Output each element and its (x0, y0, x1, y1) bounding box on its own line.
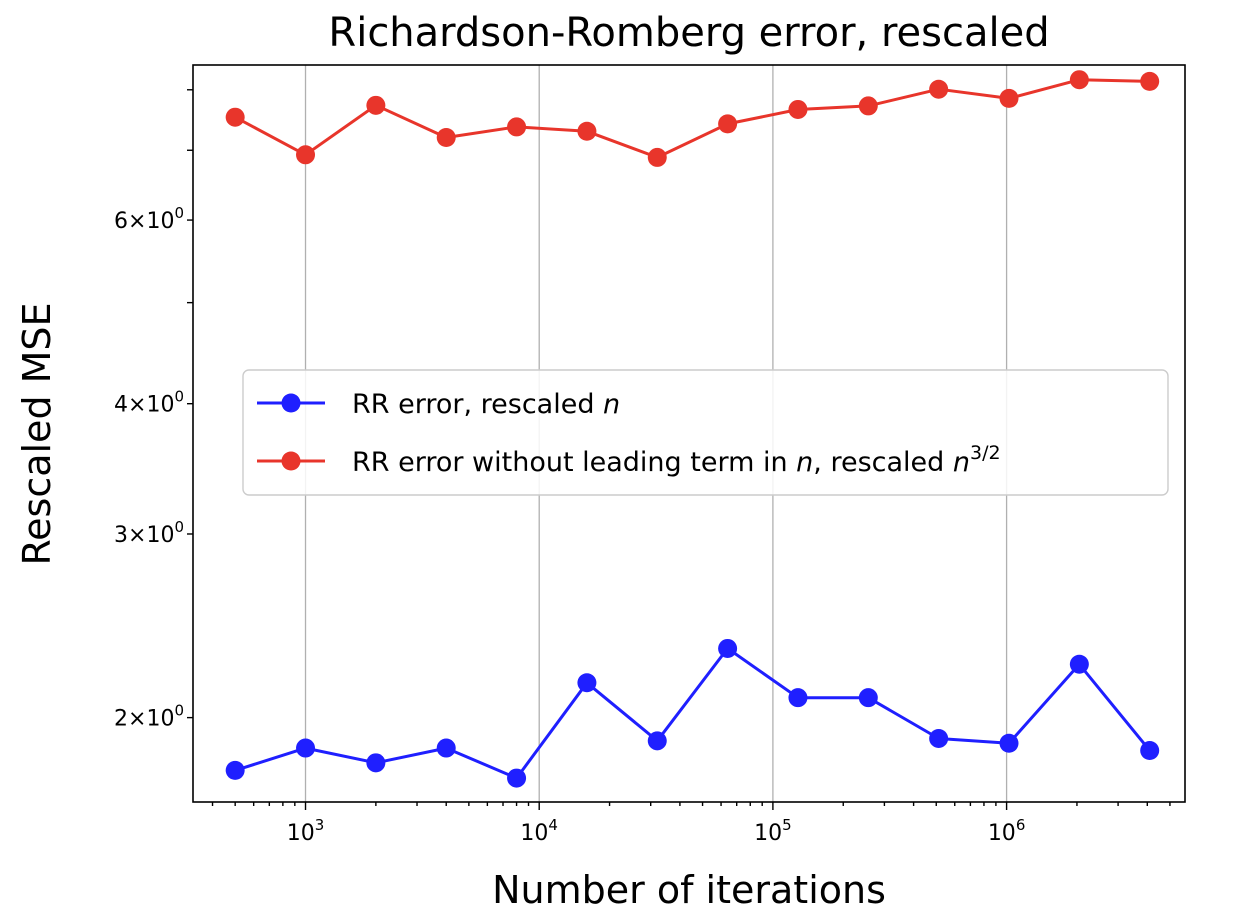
legend-label: RR error, rescaled n (352, 389, 620, 420)
x-tick-exponent: 6 (1016, 816, 1026, 834)
x-tick-label: 104 (520, 816, 558, 846)
data-point (929, 728, 949, 748)
legend-text: RR error, rescaled (352, 389, 603, 420)
legend: RR error, rescaled nRR error without lea… (242, 369, 1169, 496)
series-line (234, 646, 1151, 780)
x-tick-base: 10 (988, 821, 1016, 846)
data-point (788, 688, 808, 708)
y-tick-base: 4×10 (114, 393, 174, 418)
data-point (788, 99, 808, 119)
data-point (718, 114, 738, 134)
data-point (296, 738, 316, 758)
series-1 (225, 638, 1160, 788)
data-point (999, 733, 1019, 753)
legend-exponent: 3/2 (970, 442, 1001, 464)
x-tick-base: 10 (520, 821, 548, 846)
data-point (507, 768, 527, 788)
data-point (366, 753, 386, 773)
data-point (577, 121, 597, 141)
y-tick-label: 2×100 (114, 702, 184, 732)
x-tick-base: 10 (287, 821, 315, 846)
data-point (1140, 740, 1160, 760)
y-tick-exponent: 0 (174, 388, 184, 406)
y-tick-base: 3×10 (114, 523, 174, 548)
legend-variable: n (953, 447, 970, 478)
legend-marker (281, 393, 301, 413)
x-tick-exponent: 4 (548, 816, 558, 834)
x-tick-exponent: 5 (782, 816, 792, 834)
plot-frame (192, 64, 1186, 803)
y-tick-label: 4×100 (114, 388, 184, 418)
x-tick-label: 106 (988, 816, 1026, 846)
x-tick-exponent: 3 (315, 816, 325, 834)
data-point (436, 738, 456, 758)
legend-variable: n (796, 447, 813, 478)
x-tick-base: 10 (754, 821, 782, 846)
data-point (858, 688, 878, 708)
y-tick-label: 3×100 (114, 518, 184, 548)
data-point (296, 145, 316, 165)
x-axis-label: Number of iterations (492, 868, 886, 912)
data-point (718, 638, 738, 658)
legend-marker (281, 451, 301, 471)
x-tick-label: 103 (287, 816, 325, 846)
x-tick-label: 105 (754, 816, 792, 846)
legend-label: RR error without leading term in n, resc… (352, 442, 1001, 478)
y-tick-exponent: 0 (174, 204, 184, 222)
data-point (577, 673, 597, 693)
y-tick-base: 2×10 (114, 707, 174, 732)
y-tick-base: 6×10 (114, 209, 174, 234)
series-layer (225, 70, 1160, 788)
series-2 (225, 70, 1160, 167)
y-axis-label: Rescaled MSE (15, 302, 59, 565)
legend-item: RR error, rescaled n (257, 389, 620, 420)
chart-title: Richardson-Romberg error, rescaled (328, 10, 1049, 56)
y-tick-label: 6×100 (114, 204, 184, 234)
legend-box (242, 369, 1169, 496)
data-point (929, 79, 949, 99)
data-point (1140, 71, 1160, 91)
data-point (999, 88, 1019, 108)
data-point (507, 117, 527, 137)
data-point (225, 107, 245, 127)
legend-item: RR error without leading term in n, resc… (257, 442, 1001, 478)
data-point (436, 128, 456, 148)
legend-variable: n (603, 389, 620, 420)
data-point (1069, 70, 1089, 90)
data-point (858, 96, 878, 116)
legend-text: RR error without leading term in (352, 447, 796, 478)
data-point (366, 95, 386, 115)
y-tick-exponent: 0 (174, 518, 184, 536)
data-point (647, 731, 667, 751)
data-point (647, 147, 667, 167)
y-tick-exponent: 0 (174, 702, 184, 720)
series-line (234, 78, 1150, 159)
data-point (1069, 654, 1089, 674)
data-point (225, 760, 245, 780)
legend-text-after: , rescaled (813, 447, 953, 478)
